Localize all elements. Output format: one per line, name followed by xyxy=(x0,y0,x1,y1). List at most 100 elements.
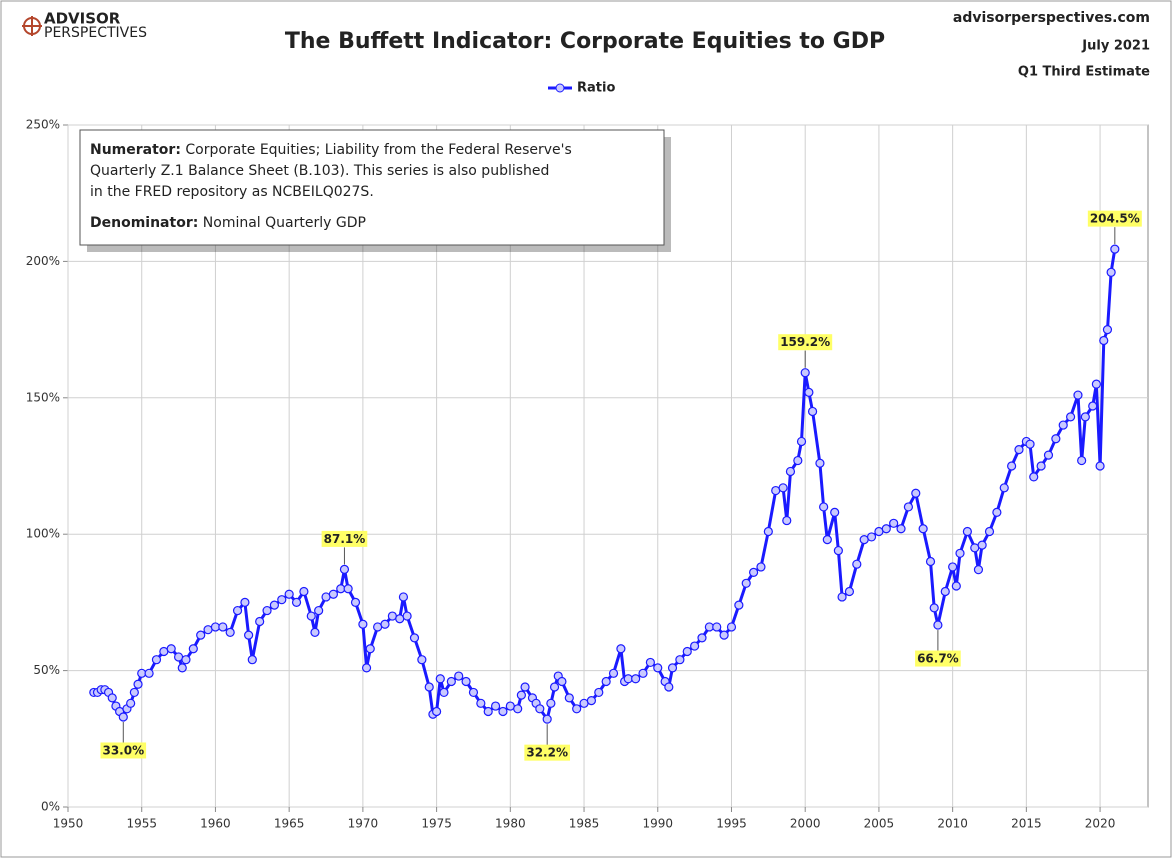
point xyxy=(255,616,265,627)
point xyxy=(608,668,619,678)
point xyxy=(833,545,843,556)
note-label: Numerator: xyxy=(90,142,181,158)
date: July 2021 xyxy=(1081,39,1150,54)
point xyxy=(844,586,855,597)
point xyxy=(107,693,117,703)
point xyxy=(151,655,162,665)
point xyxy=(962,526,972,537)
point xyxy=(793,455,803,466)
notes-bg xyxy=(79,129,665,246)
point xyxy=(435,674,445,684)
point xyxy=(232,605,243,616)
point xyxy=(490,701,501,711)
note-label: Denominator: xyxy=(90,215,198,231)
x-tick-label: 1955 xyxy=(126,817,157,831)
point xyxy=(741,578,751,588)
annotation: 159.2% xyxy=(778,334,833,368)
point xyxy=(837,592,847,602)
point xyxy=(218,622,228,632)
point xyxy=(454,671,464,681)
annotation-bg xyxy=(321,530,368,547)
point xyxy=(535,704,545,714)
point xyxy=(557,676,567,687)
point xyxy=(638,668,648,678)
point xyxy=(763,526,773,537)
point xyxy=(572,704,582,714)
point xyxy=(1058,420,1068,430)
x-tick-label: 1970 xyxy=(348,817,379,831)
y-tick-label: 250% xyxy=(26,118,60,132)
point xyxy=(291,597,302,608)
y-tick-label: 100% xyxy=(26,527,60,541)
point xyxy=(852,559,862,569)
point xyxy=(1025,439,1035,449)
point xyxy=(177,663,187,673)
point xyxy=(417,655,427,665)
annotation-label: 32.2% xyxy=(526,746,568,760)
point xyxy=(804,387,814,397)
y-tick-label: 150% xyxy=(26,390,60,404)
annotation-bg xyxy=(915,650,961,667)
annotation-label: 159.2% xyxy=(780,335,830,349)
annotation-bg xyxy=(778,334,833,351)
point xyxy=(675,655,685,665)
annotation-bg xyxy=(524,744,571,761)
annotation: 66.7% xyxy=(915,630,961,667)
point xyxy=(188,644,198,654)
point xyxy=(520,682,530,692)
point xyxy=(339,564,350,574)
point xyxy=(815,458,825,468)
point xyxy=(350,597,361,608)
point xyxy=(782,515,792,526)
point xyxy=(166,644,176,654)
point xyxy=(240,597,250,608)
point xyxy=(933,620,943,630)
point xyxy=(800,368,810,378)
point xyxy=(432,706,442,717)
annotation-bg xyxy=(100,742,147,759)
point xyxy=(992,507,1002,517)
point xyxy=(1080,412,1090,422)
legend-marker xyxy=(555,83,565,93)
point xyxy=(328,589,338,599)
note-line: Quarterly Z.1 Balance Sheet (B.103). Thi… xyxy=(90,163,549,179)
annotation: 204.5% xyxy=(1087,210,1142,245)
point xyxy=(365,644,375,654)
point xyxy=(542,714,552,724)
legend-label: Ratio xyxy=(577,81,615,96)
point xyxy=(314,605,324,616)
point xyxy=(896,524,906,534)
point xyxy=(807,406,818,417)
estimate: Q1 Third Estimate xyxy=(1018,65,1150,80)
point xyxy=(925,556,936,567)
point xyxy=(468,687,479,698)
x-tick-label: 2005 xyxy=(864,817,895,831)
point xyxy=(881,524,891,534)
point xyxy=(516,690,526,700)
point xyxy=(1102,325,1113,335)
point xyxy=(380,619,390,629)
point xyxy=(866,532,877,542)
x-tick-label: 1995 xyxy=(716,817,747,831)
point xyxy=(424,682,434,692)
logo: ADVISOR PERSPECTIVES xyxy=(22,10,147,41)
point xyxy=(498,706,508,717)
point xyxy=(126,698,136,708)
point xyxy=(984,526,995,537)
point xyxy=(439,687,449,698)
point xyxy=(822,535,832,545)
point xyxy=(1095,461,1105,471)
point xyxy=(1007,461,1017,471)
point xyxy=(1088,401,1098,411)
point xyxy=(129,687,139,698)
point xyxy=(1091,379,1101,389)
point xyxy=(594,687,604,698)
note-line: Denominator: Nominal Quarterly GDP xyxy=(90,215,366,231)
point xyxy=(918,524,928,534)
annotation-label: 87.1% xyxy=(324,532,366,546)
y-tick-label: 0% xyxy=(41,800,60,814)
point xyxy=(1110,244,1120,254)
point xyxy=(999,483,1009,493)
site: advisorperspectives.com xyxy=(953,10,1150,26)
point xyxy=(889,518,899,528)
